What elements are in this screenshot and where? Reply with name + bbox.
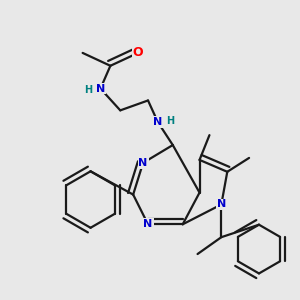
Text: N: N [153,117,163,127]
Text: N: N [96,84,105,94]
Text: N: N [138,158,148,168]
Text: H: H [85,85,93,95]
Text: H: H [166,116,174,126]
Text: O: O [133,46,143,59]
Text: N: N [217,200,226,209]
Text: N: N [143,219,153,229]
